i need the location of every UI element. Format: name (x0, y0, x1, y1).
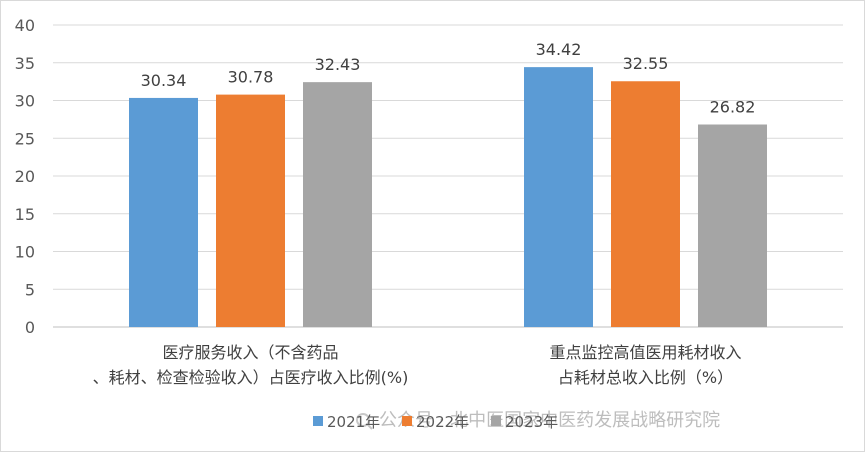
data-label: 32.43 (315, 55, 361, 74)
y-tick-label: 5 (25, 280, 35, 299)
data-label: 26.82 (710, 98, 756, 117)
y-tick-label: 10 (15, 243, 35, 262)
wechat-search-icon (356, 413, 370, 427)
bar (524, 67, 593, 327)
legend-label: 2023年 (505, 413, 558, 431)
legend-label: 2022年 (416, 413, 469, 431)
bar (611, 81, 680, 327)
category-label: 重点监控高值医用耗材收入 (549, 343, 741, 362)
y-tick-label: 0 (25, 318, 35, 337)
data-label: 34.42 (536, 40, 582, 59)
category-label: 占耗材总收入比例（%） (558, 368, 733, 387)
category-label: 、耗材、检查检验收入）占医疗收入比例(%) (93, 368, 409, 387)
watermark-text: 公众号 · 北中医国家中医药发展战略研究院 (379, 410, 720, 431)
y-tick-label: 30 (15, 92, 35, 111)
data-label: 32.55 (623, 54, 669, 73)
bar (129, 97, 198, 327)
y-tick-label: 35 (15, 54, 35, 73)
legend-label: 2021年 (327, 413, 380, 431)
y-tick-label: 20 (15, 167, 35, 186)
legend-swatch (313, 416, 323, 426)
category-label: 医疗服务收入（不含药品 (162, 343, 338, 362)
bar (698, 124, 767, 327)
y-tick-label: 40 (15, 16, 35, 35)
y-tick-label: 15 (15, 205, 35, 224)
bar (303, 82, 372, 327)
data-label: 30.78 (228, 68, 274, 87)
wechat-search-icon-handle (366, 423, 373, 430)
y-tick-label: 25 (15, 129, 35, 148)
data-label: 30.34 (141, 71, 187, 90)
legend-swatch (491, 416, 501, 426)
bar (216, 94, 285, 328)
legend-swatch (402, 416, 412, 426)
